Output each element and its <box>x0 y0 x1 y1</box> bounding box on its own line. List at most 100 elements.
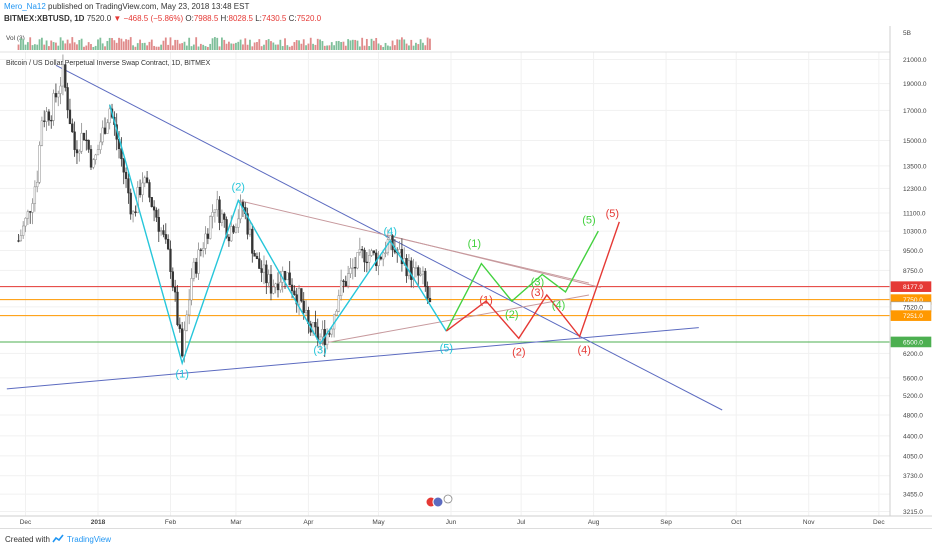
event-marker-icon[interactable] <box>443 494 453 504</box>
volume-bar <box>253 42 256 50</box>
tradingview-logo-icon[interactable] <box>52 534 64 544</box>
wave-label: (3) <box>313 344 326 356</box>
candle-body <box>164 234 167 240</box>
candle-body <box>124 171 128 179</box>
candle-body <box>213 209 217 213</box>
price-tick-label: 15000.0 <box>903 138 927 145</box>
candle-body <box>73 131 76 150</box>
volume-bar <box>148 41 151 50</box>
candle-body <box>419 273 422 276</box>
candle-body <box>134 211 137 213</box>
candle-body <box>82 132 86 141</box>
candle-body <box>393 249 397 253</box>
candle-body <box>143 177 146 184</box>
volume-bar <box>157 46 160 50</box>
volume-bar <box>330 42 333 50</box>
open-label: O: <box>185 14 194 23</box>
chart-title: Bitcoin / US Dollar Perpetual Inverse Sw… <box>6 60 211 67</box>
close-label: C: <box>288 14 297 23</box>
candle-body <box>197 249 200 274</box>
event-markers[interactable] <box>425 494 453 508</box>
volume-bar <box>73 42 76 50</box>
candle-body <box>85 139 88 141</box>
volume-bar <box>94 45 97 50</box>
volume-bar <box>419 39 422 50</box>
volume-bar <box>351 39 354 50</box>
volume-bar <box>417 44 420 50</box>
candle-body <box>361 249 364 251</box>
volume-bar <box>225 43 228 50</box>
symbol-label: BITMEX:XBTUSD, 1D <box>4 14 85 23</box>
volume-bar <box>169 37 172 50</box>
volume-bar <box>298 40 300 50</box>
wave-path <box>445 221 620 340</box>
volume-bar <box>363 45 366 50</box>
volume-bar <box>309 37 312 50</box>
volume-bar <box>249 39 251 50</box>
volume-bar <box>125 39 127 50</box>
time-tick-label: May <box>372 519 385 526</box>
candle-body <box>400 249 404 265</box>
candle-body <box>337 295 340 312</box>
candle-body <box>216 199 219 211</box>
volume-bar <box>150 39 153 50</box>
candle-body <box>269 274 273 294</box>
time-tick-label: Dec <box>20 519 32 526</box>
volume-bar <box>403 39 406 50</box>
time-axis[interactable]: Dec 2018 Feb Mar Apr May Jun Jul Aug Sep Oct Nov Dec <box>20 519 886 526</box>
volume-bar <box>228 41 230 50</box>
volume-bar <box>314 44 317 50</box>
candle-body <box>202 248 205 251</box>
author-link[interactable]: Mero_Na12 <box>4 2 46 11</box>
candle-body <box>181 328 184 357</box>
volume-bar <box>50 40 53 50</box>
candle-body <box>297 288 301 305</box>
volume-bar <box>258 39 261 50</box>
candle-body <box>173 286 177 293</box>
time-tick-label: Dec <box>873 519 885 526</box>
candle-body <box>162 230 165 235</box>
chart-header: Mero_Na12 published on TradingView.com, … <box>0 0 932 26</box>
volume-bar <box>204 46 207 50</box>
candle-body <box>183 330 186 357</box>
volume-bar <box>260 46 263 50</box>
close-value: 7520.0 <box>296 14 322 23</box>
candle-body <box>108 108 111 124</box>
last-price: 7520.0 <box>86 14 112 23</box>
price-chart[interactable]: Vol (3) 5B Bitcoin / US Dollar Perpetual… <box>0 26 932 528</box>
candle-body <box>342 280 345 282</box>
volume-bar <box>129 37 132 50</box>
price-tick-label: 11100.0 <box>903 211 926 218</box>
candle-body <box>351 267 354 269</box>
price-tick-label: 8750.0 <box>903 268 923 275</box>
wave-label: (5) <box>582 215 595 227</box>
candle-body <box>225 219 228 238</box>
candle-body <box>386 239 390 254</box>
time-tick-label: Mar <box>230 519 242 526</box>
volume-bar <box>99 37 102 50</box>
volume-bar <box>155 46 158 50</box>
candles <box>17 54 432 363</box>
volume-bar <box>134 46 137 50</box>
wave-label: (1) <box>479 295 492 307</box>
volume-bar <box>85 45 88 50</box>
price-tick-label: 4800.0 <box>903 412 923 419</box>
volume-bar <box>164 37 167 50</box>
volume-bar <box>113 40 116 50</box>
volume-bar <box>426 37 429 50</box>
candle-body <box>426 286 429 299</box>
volume-bar <box>153 45 156 50</box>
candle-body <box>36 182 39 188</box>
wave-label: (1) <box>175 369 188 381</box>
tradingview-link[interactable]: TradingView <box>67 535 112 544</box>
candle-body <box>141 182 144 196</box>
candle-body <box>239 202 242 220</box>
volume-bar <box>78 40 81 50</box>
volume-bar <box>319 39 321 50</box>
candle-body <box>276 283 280 291</box>
event-marker-icon[interactable] <box>432 496 444 508</box>
wave-label: (4) <box>383 226 396 238</box>
volume-bar <box>111 38 113 50</box>
volume-bar <box>244 38 247 50</box>
